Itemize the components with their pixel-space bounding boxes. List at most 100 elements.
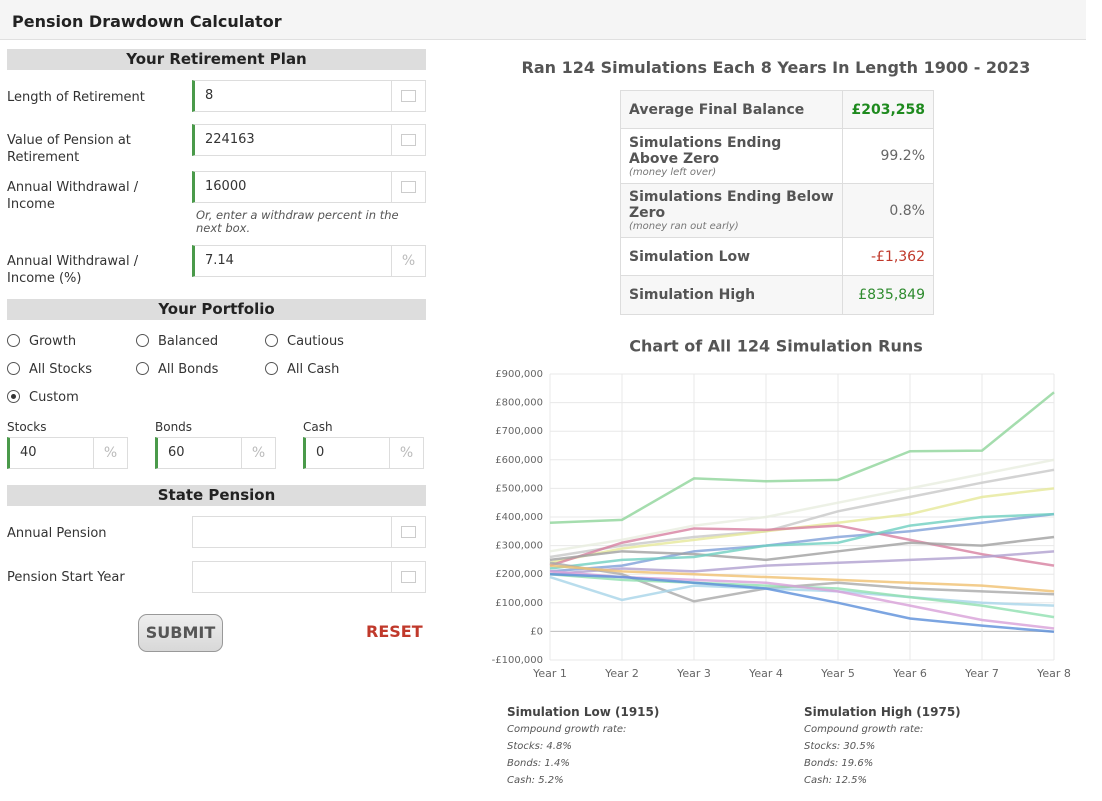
result-row: Simulation Low -£1,362 xyxy=(619,237,934,276)
y-tick-label: £900,000 xyxy=(495,369,543,380)
submit-button[interactable]: SUBMIT xyxy=(138,614,223,652)
radio-option[interactable]: Custom xyxy=(7,390,79,406)
x-tick-label: Year 5 xyxy=(820,667,855,680)
x-tick-label: Year 4 xyxy=(748,667,783,680)
result-value: 0.8% xyxy=(842,183,934,238)
field-label: Value of Pension at Retirement xyxy=(7,133,131,165)
y-tick-label: £400,000 xyxy=(495,512,543,523)
reset-button[interactable]: RESET xyxy=(366,622,423,641)
unit: % xyxy=(93,438,127,468)
section-title: Your Retirement Plan xyxy=(7,49,426,70)
y-tick-label: £0 xyxy=(530,626,543,637)
result-label: Simulations Ending Below Zero (money ran … xyxy=(619,183,844,238)
radio-option[interactable]: Growth xyxy=(7,334,76,350)
note: (money left over) xyxy=(629,166,717,178)
series-line xyxy=(549,564,1055,593)
radio-option[interactable]: All Stocks xyxy=(7,362,92,378)
result-value: £835,849 xyxy=(842,275,934,315)
result-row: Simulations Ending Above Zero (money left… xyxy=(619,128,934,184)
summary-line: Stocks: 4.8% xyxy=(507,741,572,752)
x-tick-label: Year 8 xyxy=(1036,667,1071,680)
label: Simulation High xyxy=(629,287,756,303)
icon xyxy=(391,172,425,202)
label: Simulations Ending Above Zero xyxy=(629,134,782,167)
radio-label: Cautious xyxy=(287,334,344,349)
radio-option[interactable]: All Bonds xyxy=(136,362,218,378)
result-label: Simulations Ending Above Zero (money left… xyxy=(619,128,844,184)
radio-label: All Stocks xyxy=(29,362,93,377)
radio-option[interactable]: Cautious xyxy=(265,334,344,350)
text-input[interactable]: 7.14% xyxy=(192,245,426,277)
label: Average Final Balance xyxy=(629,101,805,118)
chart-title: Chart of All 124 Simulation Runs xyxy=(629,337,923,356)
text-input[interactable]: 0% xyxy=(303,437,424,469)
result-row: Average Final Balance £203,258 xyxy=(619,90,934,129)
series-line xyxy=(549,468,1055,559)
summary-title: Simulation High (1975) xyxy=(804,705,961,719)
x-tick-label: Year 2 xyxy=(604,667,639,680)
result-label: Average Final Balance xyxy=(619,90,844,129)
field-label: Length of Retirement xyxy=(7,90,145,105)
text-input[interactable]: 40% xyxy=(7,437,128,469)
summary-line: Compound growth rate: xyxy=(507,724,627,735)
text-input[interactable] xyxy=(192,561,426,593)
radio-option[interactable]: Balanced xyxy=(136,334,218,350)
result-label: Simulation Low xyxy=(619,237,844,276)
y-tick-label: £200,000 xyxy=(495,569,543,580)
icon xyxy=(391,125,425,155)
y-tick-label: £800,000 xyxy=(495,398,543,409)
y-tick-label: £500,000 xyxy=(495,483,543,494)
x-tick-label: Year 3 xyxy=(676,667,711,680)
summary-title: Simulation Low (1915) xyxy=(507,705,660,719)
x-tick-label: Year 7 xyxy=(964,667,999,680)
result-row: Simulations Ending Below Zero (money ran … xyxy=(619,183,934,238)
chart: Chart of All 124 Simulation Runs -£100,0… xyxy=(492,337,1071,681)
field-label: Stocks xyxy=(7,420,47,434)
icon xyxy=(391,517,425,547)
text-input[interactable] xyxy=(192,516,426,548)
y-tick-label: £600,000 xyxy=(495,455,543,466)
result-value: -£1,362 xyxy=(842,237,934,276)
label: Simulations Ending Below Zero xyxy=(629,189,834,221)
field-label: Annual Pension xyxy=(7,526,107,541)
field-label: Annual Withdrawal / Income xyxy=(7,180,139,212)
field-label: Bonds xyxy=(155,420,193,434)
section-title: Your Portfolio xyxy=(7,299,426,320)
results-heading: Ran 124 Simulations Each 8 Years In Leng… xyxy=(521,58,1031,77)
field-label: Pension Start Year xyxy=(7,570,125,585)
radio-label: All Cash xyxy=(287,362,340,377)
series-line xyxy=(549,575,1055,607)
radio-label: Growth xyxy=(29,334,77,349)
series-line xyxy=(549,512,1055,573)
y-tick-label: £100,000 xyxy=(495,598,543,609)
series-line xyxy=(549,550,1055,576)
series-line xyxy=(549,524,1055,567)
section-title: State Pension xyxy=(7,485,426,506)
summary-line: Cash: 12.5% xyxy=(804,775,867,786)
header: Pension Drawdown Calculator xyxy=(0,0,1086,40)
x-tick-label: Year 1 xyxy=(532,667,567,680)
note: (money ran out early) xyxy=(629,221,739,232)
series-line xyxy=(549,572,1055,634)
result-label: Simulation High xyxy=(619,275,844,315)
text-input[interactable]: 60% xyxy=(155,437,276,469)
series-line xyxy=(549,458,1055,553)
result-value: 99.2% xyxy=(842,128,934,184)
summary-line: Bonds: 19.6% xyxy=(804,758,874,769)
text-input[interactable]: 16000 xyxy=(192,171,426,203)
page-title: Pension Drawdown Calculator xyxy=(12,12,282,31)
text-input[interactable]: 224163 xyxy=(192,124,426,156)
field-label: Annual Withdrawal / Income (%) xyxy=(7,254,139,286)
text-input[interactable]: 8 xyxy=(192,80,426,112)
results-table: Average Final Balance £203,258 Simulations… xyxy=(619,90,934,315)
series-line xyxy=(549,535,1055,562)
icon xyxy=(391,562,425,592)
icon xyxy=(391,81,425,111)
radio-label: Balanced xyxy=(158,334,219,349)
x-tick-label: Year 6 xyxy=(892,667,927,680)
radio-option[interactable]: All Cash xyxy=(265,362,339,378)
unit: % xyxy=(391,246,425,276)
unit: % xyxy=(389,438,423,468)
field-label: Cash xyxy=(303,420,333,434)
